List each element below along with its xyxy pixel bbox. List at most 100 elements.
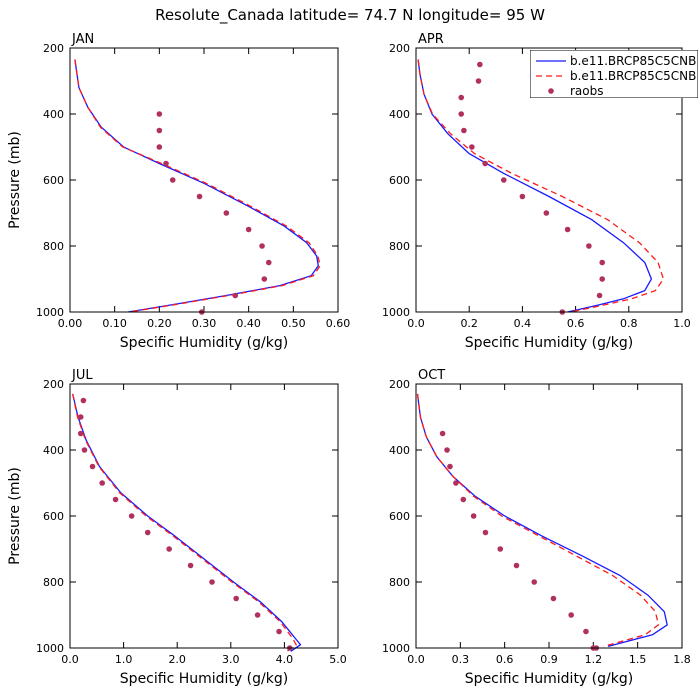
raobs-point xyxy=(543,210,550,216)
y-tick-label: 200 xyxy=(389,42,410,55)
raobs-point xyxy=(144,529,151,536)
y-tick-label: 600 xyxy=(389,510,410,523)
plot-frame xyxy=(69,47,339,313)
raobs-point xyxy=(81,447,88,453)
raobs-point xyxy=(447,463,453,470)
y-tick-label: 200 xyxy=(43,378,64,391)
raobs-point xyxy=(232,292,239,299)
x-tick-label: 0.0 xyxy=(407,317,425,330)
raobs-point xyxy=(497,546,504,552)
plot-frame xyxy=(69,383,339,649)
raobs-point xyxy=(596,292,603,299)
x-tick-label: 0.50 xyxy=(281,317,306,330)
x-tick-label: 2.0 xyxy=(168,653,186,666)
figure-title: Resolute_Canada latitude= 74.7 N longitu… xyxy=(155,6,545,25)
raobs-point xyxy=(482,160,488,167)
x-tick-label: 1.2 xyxy=(585,653,603,666)
x-tick-label: 0.60 xyxy=(326,317,351,330)
raobs-point xyxy=(550,595,557,602)
raobs-point xyxy=(265,259,272,266)
x-tick-label: 0.30 xyxy=(192,317,217,330)
series-line-dashed xyxy=(74,59,321,313)
x-tick-label: 1.0 xyxy=(115,653,133,666)
legend-label-2: b.e11.BRCP85C5CNBDRD.f09_g16.001 xyxy=(570,69,700,83)
raobs-point xyxy=(586,243,592,249)
raobs-point xyxy=(99,480,105,486)
x-tick-label: 0.00 xyxy=(58,317,83,330)
raobs-point xyxy=(254,612,261,618)
x-tick-label: 0.3 xyxy=(452,653,470,666)
raobs-point xyxy=(482,529,489,536)
raobs-point xyxy=(128,513,135,519)
y-tick-label: 400 xyxy=(43,108,64,121)
raobs-point xyxy=(564,226,571,233)
y-tick-label: 1000 xyxy=(36,642,64,655)
series-line-solid xyxy=(416,393,668,648)
x-tick-label: 0.2 xyxy=(460,317,478,330)
raobs-point xyxy=(209,579,215,585)
raobs-point xyxy=(519,193,526,200)
raobs-point xyxy=(259,243,265,249)
raobs-point xyxy=(245,226,252,233)
raobs-point xyxy=(458,111,465,117)
x-tick-label: 0.0 xyxy=(61,653,79,666)
raobs-point xyxy=(470,513,477,519)
y-tick-label: 600 xyxy=(43,174,64,187)
raobs-point xyxy=(77,430,84,437)
x-axis-label: Specific Humidity (g/kg) xyxy=(465,671,633,687)
raobs-point xyxy=(461,127,467,134)
panel-title: APR xyxy=(418,32,444,47)
plot-frame xyxy=(415,47,683,313)
y-axis-label: Pressure (mb) xyxy=(7,131,23,229)
x-tick-label: 0.0 xyxy=(407,653,425,666)
raobs-point xyxy=(163,160,169,167)
raobs-point xyxy=(156,144,163,150)
plot-frame xyxy=(415,383,683,649)
y-tick-label: 600 xyxy=(389,174,410,187)
raobs-point xyxy=(444,447,450,453)
y-tick-label: 800 xyxy=(43,240,64,253)
series-line-dashed xyxy=(417,59,665,313)
raobs-point xyxy=(233,595,239,602)
raobs-point xyxy=(599,259,605,266)
raobs-point xyxy=(276,628,282,635)
raobs-point xyxy=(439,430,446,437)
series-line-dashed xyxy=(72,393,298,652)
series-line-solid xyxy=(72,393,302,652)
x-tick-label: 0.40 xyxy=(236,317,261,330)
raobs-point xyxy=(500,177,507,183)
x-axis-label: Specific Humidity (g/kg) xyxy=(120,335,288,351)
raobs-point xyxy=(196,193,203,200)
panel-title: OCT xyxy=(418,368,445,383)
legend: b.e11.BRCP85C5CNBDRD.f09_g16.001 b.e11.B… xyxy=(530,50,700,98)
raobs-point xyxy=(77,414,84,420)
x-axis-label: Specific Humidity (g/kg) xyxy=(465,335,633,351)
panel-apr: 0.0 0.2 0.4 0.6 0.8 1.0 200 400 600 800 1000 APR Spe… xyxy=(382,32,691,351)
x-tick-label: 0.20 xyxy=(147,317,172,330)
raobs-point xyxy=(112,496,119,503)
y-tick-label: 1000 xyxy=(382,306,410,319)
raobs-point xyxy=(89,463,96,470)
x-tick-label: 0.6 xyxy=(567,317,585,330)
y-tick-label: 800 xyxy=(43,576,64,589)
y-tick-label: 200 xyxy=(389,378,410,391)
x-tick-label: 4.0 xyxy=(276,653,294,666)
x-tick-label: 1.5 xyxy=(629,653,647,666)
raobs-point xyxy=(531,579,538,585)
raobs-point xyxy=(583,628,589,635)
y-tick-label: 400 xyxy=(43,444,64,457)
raobs-point xyxy=(169,177,176,183)
legend-box xyxy=(530,50,698,98)
x-tick-label: 1.0 xyxy=(673,317,691,330)
raobs-point xyxy=(261,276,268,282)
y-tick-label: 600 xyxy=(43,510,64,523)
raobs-point xyxy=(166,546,172,552)
y-axis-label: Pressure (mb) xyxy=(7,467,23,565)
x-tick-label: 3.0 xyxy=(222,653,240,666)
x-axis-label: Specific Humidity (g/kg) xyxy=(120,671,288,687)
x-tick-label: 0.8 xyxy=(620,317,638,330)
legend-label-1: b.e11.BRCP85C5CNBDRD.f09_g16.001 xyxy=(570,54,700,68)
x-tick-label: 0.4 xyxy=(514,317,532,330)
y-tick-label: 400 xyxy=(389,444,410,457)
x-tick-label: 1.8 xyxy=(673,653,691,666)
